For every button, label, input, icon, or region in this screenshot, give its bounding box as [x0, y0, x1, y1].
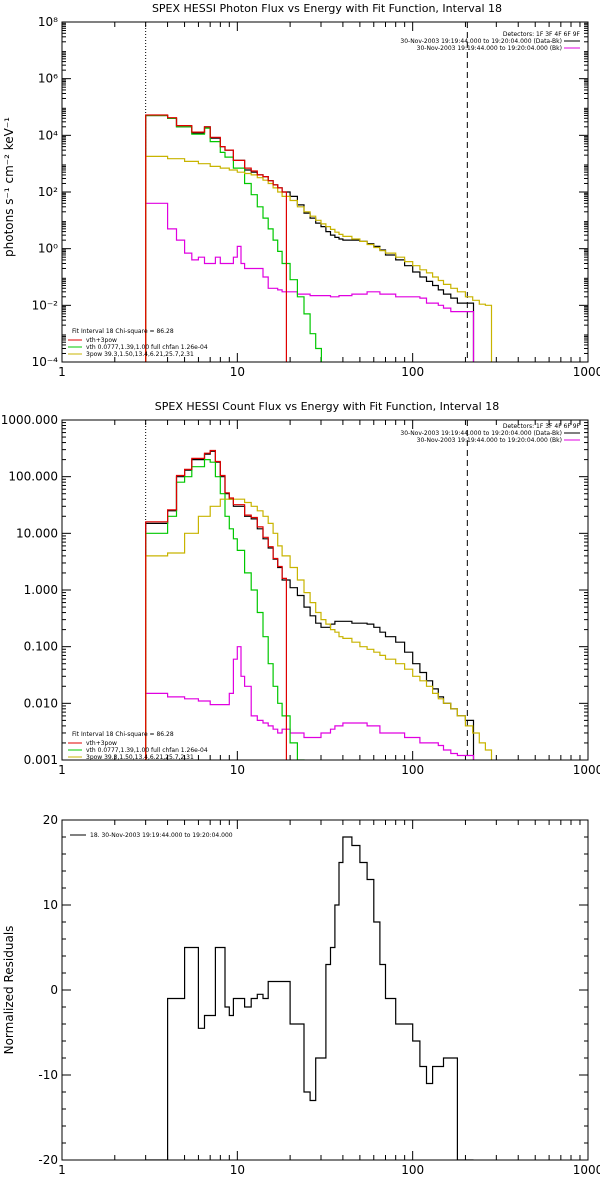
panel1-ytick-label: 10⁰ [38, 242, 58, 256]
panel3-ytick-label: -10 [38, 1068, 58, 1082]
count-flux-panel: SPEX HESSI Count Flux vs Energy with Fit… [1, 400, 600, 777]
panel2-info-detectors: Detectors: 1F 3F 4F 6F 9F [503, 423, 581, 430]
panel3-ytick-label: -20 [38, 1153, 58, 1167]
panel1-ytick-label: 10⁻⁴ [32, 355, 59, 369]
panel3-ytick-label: 20 [43, 813, 58, 827]
panel2-info: Detectors: 1F 3F 4F 6F 9F 30-Nov-2003 19… [400, 423, 580, 444]
panel2-legend-label-2: vth 0.0777,1.39,1.00 full chfan 1.26e-04 [86, 747, 208, 754]
panel1-legend-label-2: vth 0.0777,1.39,1.00 full chfan 1.26e-04 [86, 344, 208, 351]
photon-flux-panel: SPEX HESSI Photon Flux vs Energy with Fi… [2, 2, 600, 379]
panel2-legend-label-1: vth+3pow [86, 740, 117, 747]
panel1-ytick-label: 10⁴ [38, 128, 58, 142]
panel1-info-bk: 30-Nov-2003 19:19:44.000 to 19:20:04.000… [417, 45, 562, 52]
panel1-legend-title: Fit Interval 18 Chi-square = 86.28 [72, 328, 174, 335]
panel1-legend: Fit Interval 18 Chi-square = 86.28 vth+3… [68, 328, 208, 358]
panel1-series-vth-3pow [145, 114, 287, 362]
panel3-ytick-label: 10 [43, 898, 58, 912]
panel2-series-3pow [145, 498, 493, 760]
panel2-xtick-label: 1000 [573, 763, 600, 777]
panel2-series-bk [145, 646, 475, 760]
panel2-ytick-label: 10.000 [16, 526, 58, 540]
panel2-ytick-label: 1.000 [24, 583, 58, 597]
panel1-legend-label-1: vth+3pow [86, 337, 117, 344]
panel1-series-3pow [145, 155, 493, 362]
panel2-legend-title: Fit Interval 18 Chi-square = 86.28 [72, 731, 174, 738]
panel2-ytick-label: 0.010 [24, 696, 58, 710]
panel3-frame [61, 819, 589, 1161]
panel2-ytick-label: 100.000 [8, 470, 58, 484]
residuals-panel: Normalized Residuals 1 10 100 1000 -20 -10 0 10… [2, 813, 600, 1177]
panel1-info-databk: 30-Nov-2003 19:19:44.000 to 19:20:04.000… [400, 38, 562, 45]
panel1-series-data-bk [145, 114, 475, 362]
panel2-series-vth [145, 459, 305, 760]
panel1-info: Detectors: 1F 3F 4F 6F 9F 30-Nov-2003 19… [400, 31, 580, 52]
panel1-ytick-label: 10⁸ [38, 15, 58, 29]
panel3-xtick-label: 10 [230, 1163, 245, 1177]
panel1-frame [61, 21, 589, 363]
panel2-info-databk: 30-Nov-2003 19:19:44.000 to 19:20:04.000… [400, 430, 562, 437]
panel2-info-bk: 30-Nov-2003 19:19:44.000 to 19:20:04.000… [417, 437, 562, 444]
panel1-xtick-label: 100 [401, 365, 424, 379]
panel2-xtick-label: 100 [401, 763, 424, 777]
panel1-ytick-label: 10⁶ [38, 72, 58, 86]
panel2-legend-label-3: 3pow 39.3,1.50,13.4,6.21,25.7,2.31 [86, 754, 194, 761]
panel1-ytick-label: 10⁻² [32, 298, 59, 312]
panel3-info: 18. 30-Nov-2003 19:19:44.000 to 19:20:04… [70, 832, 233, 839]
panel3-xtick-label: 1000 [573, 1163, 600, 1177]
panel2-ytick-label: 0.100 [24, 640, 58, 654]
panel3-xtick-label: 1 [58, 1163, 66, 1177]
panel3-info-text: 18. 30-Nov-2003 19:19:44.000 to 19:20:04… [90, 832, 233, 839]
panel1-ylabel: photons s⁻¹ cm⁻² keV⁻¹ [2, 117, 16, 257]
panel1-legend-label-3: 3pow 39.3,1.50,13.4,6.21,25.7,2.31 [86, 351, 194, 358]
panel1-title: SPEX HESSI Photon Flux vs Energy with Fi… [152, 2, 502, 15]
panel2-ytick-label: 0.001 [24, 753, 58, 767]
panel1-xtick-label: 1000 [573, 365, 600, 379]
panel1-xtick-label: 10 [230, 365, 245, 379]
panel2-title: SPEX HESSI Count Flux vs Energy with Fit… [155, 400, 499, 413]
panel2-frame [61, 419, 589, 761]
panel1-ytick-label: 10² [38, 185, 58, 199]
panel1-xtick-label: 1 [58, 365, 66, 379]
panel1-info-detectors: Detectors: 1F 3F 4F 6F 9F [503, 31, 581, 38]
panel3-series-residuals [145, 836, 474, 1160]
panel3-ytick-label: 0 [50, 983, 58, 997]
panel3-xtick-label: 100 [401, 1163, 424, 1177]
panel2-xtick-label: 1 [58, 763, 66, 777]
panel2-series-vth-3pow [145, 449, 287, 760]
panel3-ylabel: Normalized Residuals [2, 926, 16, 1055]
panel1-series-bk [145, 202, 475, 362]
panel2-series-data-bk [145, 450, 475, 760]
panel2-ytick-label: 1000.000 [1, 413, 58, 427]
panel2-legend: Fit Interval 18 Chi-square = 86.28 vth+3… [68, 731, 208, 761]
panel2-xtick-label: 10 [230, 763, 245, 777]
